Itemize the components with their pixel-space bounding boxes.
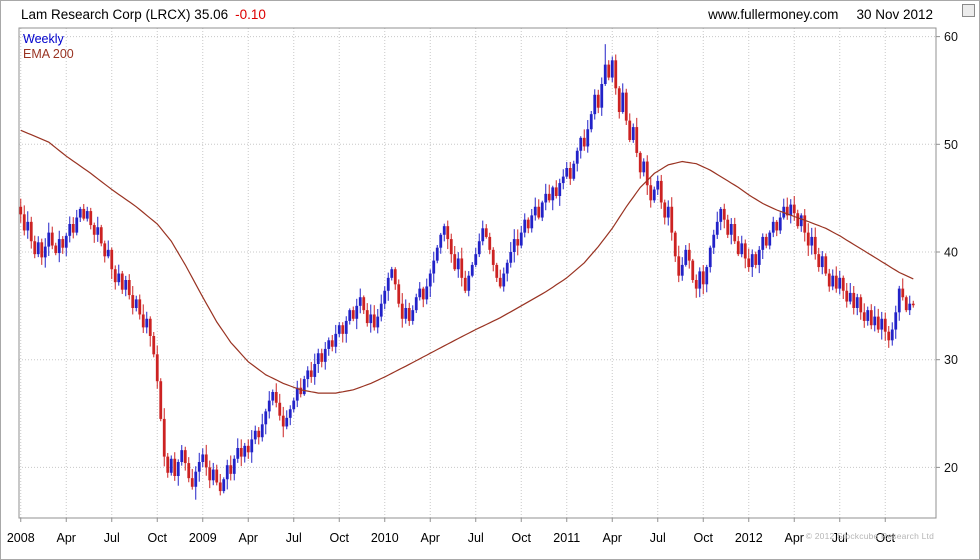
chart-date: 30 Nov 2012 bbox=[856, 6, 933, 22]
x-tick-label: 2010 bbox=[371, 531, 399, 545]
x-tick-label: Apr bbox=[421, 531, 440, 545]
x-tick-label: 2012 bbox=[735, 531, 763, 545]
x-tick-label: 2008 bbox=[7, 531, 35, 545]
y-tick-label: 60 bbox=[944, 30, 958, 44]
x-tick-label: Jul bbox=[468, 531, 484, 545]
instrument-title: Lam Research Corp (LRCX) 35.06 bbox=[21, 6, 229, 22]
price-change: -0.10 bbox=[235, 6, 266, 22]
page-title: Lam Research Corp (LRCX) 35.06 -0.10 bbox=[21, 7, 266, 22]
x-tick-label: Apr bbox=[239, 531, 258, 545]
y-tick-label: 50 bbox=[944, 138, 958, 152]
x-tick-label: 2009 bbox=[189, 531, 217, 545]
x-tick-label: Jul bbox=[650, 531, 666, 545]
x-tick-label: Jul bbox=[104, 531, 120, 545]
x-tick-label: Apr bbox=[603, 531, 622, 545]
legend-ema: EMA 200 bbox=[23, 47, 74, 61]
chart-legend: Weekly EMA 200 bbox=[23, 32, 74, 62]
x-tick-label: Oct bbox=[694, 531, 714, 545]
header: Lam Research Corp (LRCX) 35.06 -0.10 www.… bbox=[1, 1, 979, 27]
x-tick-label: Oct bbox=[512, 531, 532, 545]
window-button[interactable] bbox=[962, 4, 975, 17]
legend-weekly: Weekly bbox=[23, 32, 64, 46]
x-tick-label: Jul bbox=[286, 531, 302, 545]
y-tick-label: 30 bbox=[944, 353, 958, 367]
plot-frame bbox=[18, 27, 937, 519]
ema-200-line bbox=[20, 129, 914, 394]
x-tick-label: Oct bbox=[876, 531, 896, 545]
x-tick-label: Oct bbox=[148, 531, 168, 545]
gridlines bbox=[19, 28, 940, 522]
site-link[interactable]: www.fullermoney.com bbox=[708, 6, 839, 22]
x-tick-label: Jul bbox=[832, 531, 848, 545]
y-tick-label: 40 bbox=[944, 246, 958, 260]
copyright-text: © 2012 Stockcube Research Ltd bbox=[805, 531, 934, 541]
x-tick-label: Apr bbox=[785, 531, 804, 545]
y-tick-label: 20 bbox=[944, 461, 958, 475]
candlestick-series bbox=[19, 44, 915, 500]
x-tick-label: Oct bbox=[330, 531, 350, 545]
x-tick-label: Apr bbox=[57, 531, 76, 545]
header-right: www.fullermoney.com 30 Nov 2012 bbox=[708, 7, 933, 22]
x-tick-label: 2011 bbox=[553, 531, 580, 545]
